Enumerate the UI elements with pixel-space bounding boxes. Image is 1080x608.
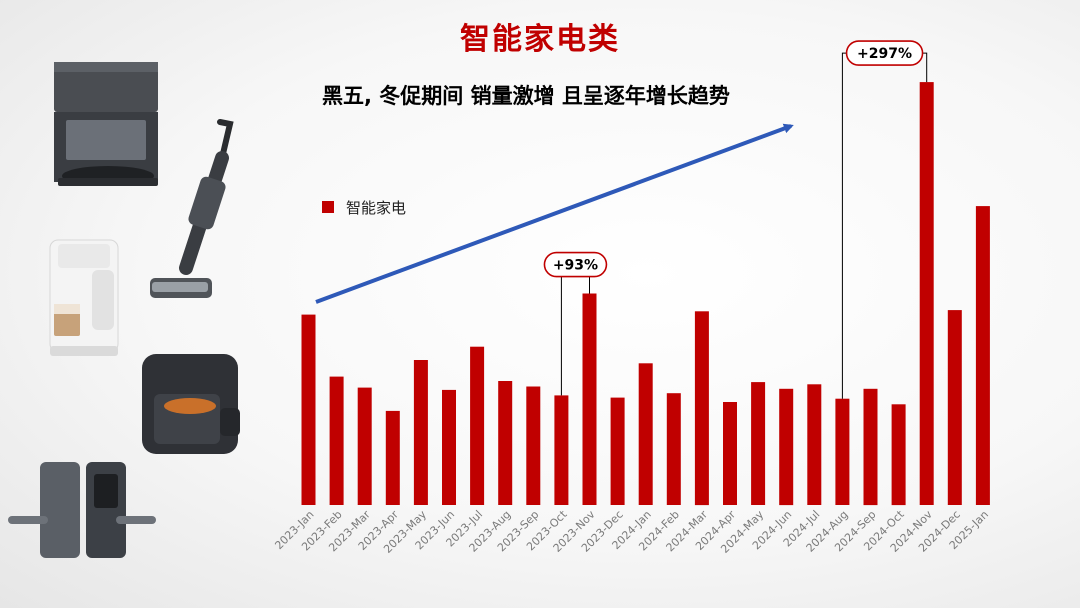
bar (610, 397, 625, 505)
bar (638, 363, 653, 505)
bar (413, 360, 428, 505)
legend-swatch (322, 201, 334, 213)
annotation-callout (845, 40, 924, 66)
bar (582, 293, 597, 505)
annotation-bracket (922, 52, 928, 83)
bar (947, 310, 962, 505)
trend-arrow (315, 123, 794, 304)
bar (807, 384, 822, 505)
annotation-bracket (841, 52, 847, 399)
air-fryer-icon (142, 354, 240, 454)
legend-label: 智能家电 (346, 199, 406, 217)
bar (301, 314, 316, 505)
bar (357, 387, 372, 505)
bar (975, 206, 990, 505)
bar (329, 376, 344, 505)
annotation-label: +297% (857, 46, 912, 62)
bar (723, 402, 737, 505)
bar (863, 388, 878, 506)
annotation-label: +93% (553, 258, 598, 274)
bar (835, 398, 850, 505)
coffee-machine-icon (49, 239, 119, 356)
bar (470, 346, 485, 505)
smart-door-lock-icon (8, 462, 156, 558)
annotation-bracket (544, 264, 562, 396)
bar (694, 311, 709, 506)
bar (498, 381, 513, 505)
bar (751, 382, 766, 505)
bar (919, 82, 934, 505)
robot-vacuum-station-icon (54, 62, 158, 186)
bar (385, 410, 400, 505)
page-subtitle: 黑五, 冬促期间 销量激增 且呈逐年增长趋势 (322, 84, 730, 108)
bar (779, 388, 794, 506)
page-title: 智能家电类 (460, 22, 620, 57)
bar (526, 386, 541, 505)
bar (442, 389, 456, 505)
bar (666, 393, 681, 505)
bar (891, 404, 906, 506)
wet-dry-vacuum-icon (150, 119, 234, 298)
bar (554, 395, 569, 505)
annotation-callout (543, 251, 608, 278)
